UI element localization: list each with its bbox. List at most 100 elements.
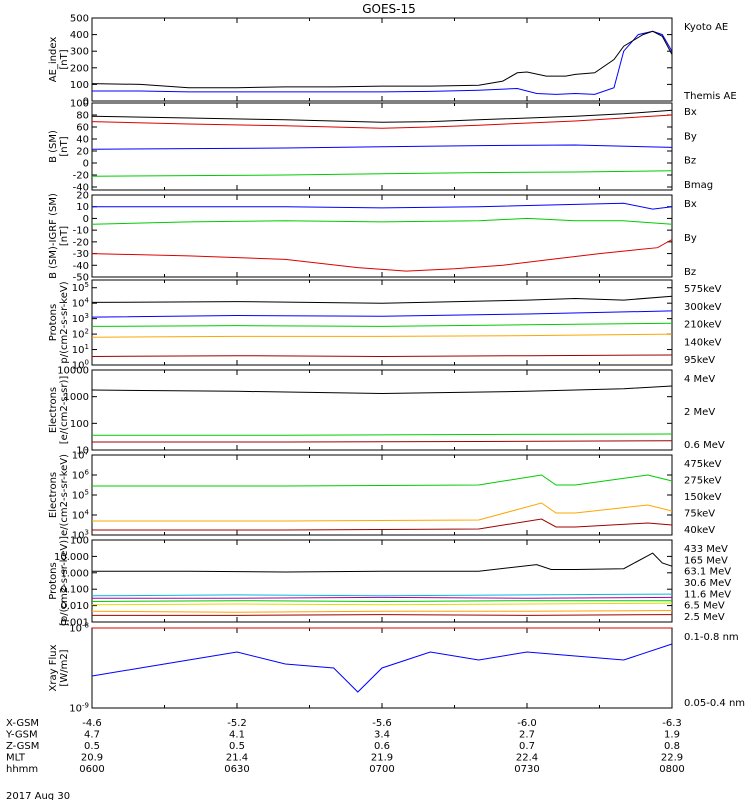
series-line-bmag [91,109,673,123]
y-tick-base: 10 [69,624,82,635]
series-line-bx [92,202,673,210]
y-tick-label: 107 [72,449,89,462]
y-tick-exponent: 4 [85,509,90,517]
footer-value: 2.7 [519,730,535,741]
y-axis-label-line: [W/m2] [59,649,70,686]
y-tick-exponent: 7 [85,449,89,457]
panel-frame [91,194,673,278]
series-line-11-6-mev [91,593,673,597]
date-label: 2017 Aug 30 [6,791,70,800]
y-tick-base: 10 [72,361,85,372]
footer-value: 1.9 [664,730,680,741]
series-line-by [91,217,673,225]
series-line-kyoto-ae [92,30,673,95]
legend-entry: 433 MeV [684,544,728,555]
y-tick-base: 10 [72,345,85,356]
y-tick-label: 200 [70,63,89,74]
y-axis-label-line: p/(cm2-s-sr-keV) [59,281,70,363]
footer-value: 22.4 [516,753,538,764]
panel-frame [91,539,673,623]
footer-row-label: hhmm [6,764,38,775]
legend-entry: By [684,131,697,142]
y-tick-label: 10000 [57,366,89,377]
footer-value: 3.4 [374,730,390,741]
y-tick-label: 100 [70,80,89,91]
y-tick-base: 10 [72,299,85,310]
y-axis-label: B (SM)-IGRF (SM)[nT] [48,193,70,279]
y-tick-label: 0 [83,159,89,170]
footer-value: 0700 [369,764,394,775]
y-tick-label: -20 [73,237,89,248]
y-tick-label: 105 [72,489,89,502]
series-line-0-05-0-4-nm [91,643,673,693]
footer-value: -4.6 [82,718,102,729]
y-tick-label: 40 [76,135,89,146]
legend-entry: Themis AE [683,91,737,102]
footer-value: 21.9 [371,753,393,764]
series-line-275kev [92,502,673,522]
legend-entry: 2.5 MeV [684,612,725,623]
footer-value: 0.5 [229,741,245,752]
y-tick-label: 10-9 [69,702,89,715]
series-line-575kev [91,354,673,358]
y-tick-label: -40 [73,261,89,272]
y-axis-label: Electrons[e/(cm2-s-sr)] [48,376,70,445]
footer-value: 0.6 [374,741,390,752]
legend-entry: 0.05-0.4 nm [684,698,745,709]
footer-value: -5.2 [227,718,247,729]
footer-value: 0.5 [84,741,100,752]
y-tick-label: -50 [73,273,89,284]
series-line-themis-ae [91,30,673,89]
y-axis-label-line: e/(cm2-s-sr-keV) [59,454,70,536]
y-axis-label-line: [e/(cm2-s-sr)] [59,376,70,445]
series-line-6-5-mev [92,596,673,599]
panel-frame [91,369,673,451]
y-axis-label: Protonsp/(cm2-s-sr-keV) [48,281,70,363]
y-tick-label: 20 [76,147,89,158]
legend-entry: 4 MeV [684,374,715,385]
series-line-by [91,170,673,177]
footer-value: 0.8 [664,741,680,752]
footer-row-label: Y-GSM [5,730,38,741]
figure-title: GOES-15 [362,2,416,16]
y-tick-label: 0 [83,97,89,108]
series-line-63-1-mev [91,602,673,606]
series-line-140kev [91,310,673,318]
y-axis-label-line: [nT] [59,49,70,69]
y-tick-label: 100 [70,99,89,110]
legend-entry: 165 MeV [684,555,728,566]
legend-entry: 140keV [684,337,722,348]
y-axis-label: Protons[p/(cm2-s-sr-keV)] [48,536,70,626]
y-tick-label: 102 [72,328,89,341]
series-line-300kev [91,333,673,338]
legend-entry: 75keV [684,509,715,520]
footer-value: 20.9 [81,753,103,764]
legend-entry: 475keV [684,459,722,470]
y-tick-label: 105 [72,281,89,294]
y-tick-label: 400 [70,30,89,41]
legend-entry: 275keV [684,476,722,487]
y-tick-base: 10 [72,511,85,522]
legend-entry: 300keV [684,302,722,313]
y-tick-label: -20 [73,171,89,182]
y-tick-exponent: 0 [85,359,89,367]
y-tick-label: 80 [76,111,89,122]
y-tick-exponent: -8 [82,622,89,630]
legend-entry: Kyoto AE [684,22,728,33]
y-tick-label: 300 [70,47,89,58]
y-axis-label-line: [p/(cm2-s-sr-keV)] [59,536,70,626]
footer-value: 22.9 [661,753,683,764]
footer-value: 0630 [224,764,249,775]
y-tick-label: 1000 [64,392,89,403]
y-axis-label-line: Electrons [48,387,59,433]
footer-row-label: Z-GSM [6,741,39,752]
y-tick-exponent: -9 [82,702,89,710]
panel-mageds_e: 103104105106107Electronse/(cm2-s-sr-keV)… [48,449,722,542]
legend-entry: 6.5 MeV [684,601,725,612]
y-tick-label: 100 [72,359,89,372]
y-axis-label-line: [nT] [59,226,70,246]
panel-frame [91,454,673,536]
panel-frame [91,17,673,102]
